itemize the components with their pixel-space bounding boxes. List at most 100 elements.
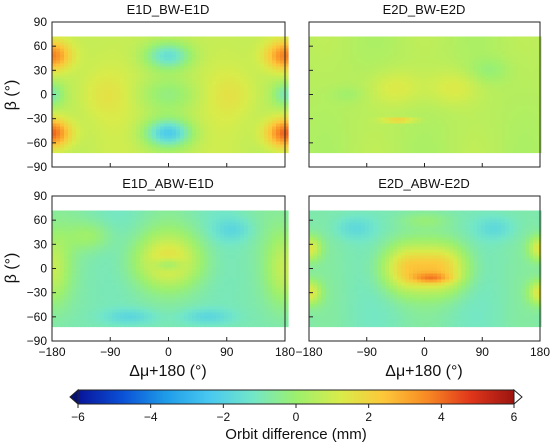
heatmap-cell [276,36,281,41]
heatmap-cell [453,132,458,137]
heatmap-cell [128,72,133,77]
heatmap-cell [485,102,490,107]
heatmap-cell [268,90,273,95]
heatmap-cell [128,39,133,44]
heatmap-cell [321,105,326,110]
heatmap-cell [268,114,273,119]
heatmap-cell [473,108,478,113]
heatmap-cell [248,105,253,110]
heatmap-cell [176,210,181,215]
heatmap-cell [369,117,374,122]
heatmap-cell [184,72,189,77]
heatmap-cell [445,39,450,44]
heatmap-cell [521,129,526,134]
heatmap-cell [409,96,414,101]
heatmap-cell [212,141,217,146]
heatmap-cell [160,75,165,80]
heatmap-cell [389,135,394,140]
heatmap-cell [100,90,105,95]
heatmap-cell [112,135,117,140]
heatmap-cell [108,42,113,47]
heatmap-cell [200,66,205,71]
heatmap-cell [453,66,458,71]
heatmap-cell [140,48,145,53]
heatmap-cell [429,60,434,65]
heatmap-cell [224,126,229,131]
heatmap-cell [397,141,402,146]
heatmap-cell [437,117,442,122]
heatmap-cell [252,108,257,113]
heatmap-cell [260,132,265,137]
heatmap-cell [188,222,193,227]
heatmap-cell [156,114,161,119]
heatmap-cell [204,213,209,218]
heatmap-cell [421,141,426,146]
heatmap-cell [68,78,73,83]
heatmap-cell [373,54,378,59]
heatmap-cell [473,39,478,44]
heatmap-cell [397,117,402,122]
heatmap-cell [357,108,362,113]
heatmap-cell [200,69,205,74]
heatmap-cell [216,111,221,116]
heatmap-cell [192,42,197,47]
heatmap-cell [381,138,386,143]
heatmap-cell [92,138,97,143]
heatmap-cell [132,84,137,89]
heatmap-cell [204,99,209,104]
heatmap-cell [537,102,542,107]
heatmap-cell [309,105,314,110]
heatmap-cell [228,87,233,92]
heatmap-cell [236,54,241,59]
heatmap-cell [268,60,273,65]
heatmap-cell [188,48,193,53]
heatmap-cell [228,114,233,119]
heatmap-cell [457,42,462,47]
heatmap-cell [413,129,418,134]
heatmap-cell [148,96,153,101]
heatmap-cell [497,45,502,50]
heatmap-cell [489,123,494,128]
heatmap-cell [172,132,177,137]
heatmap-cell [136,144,141,149]
heatmap-cell [469,123,474,128]
heatmap-cell [180,81,185,86]
heatmap-cell [389,72,394,77]
heatmap-cell [284,78,289,83]
heatmap-cell [337,90,342,95]
heatmap-cell [76,150,81,154]
heatmap-cell [325,117,330,122]
heatmap-cell [381,84,386,89]
heatmap-cell [68,210,73,215]
heatmap-cell [485,123,490,128]
heatmap-cell [349,90,354,95]
heatmap-cell [377,108,382,113]
heatmap-cell [309,66,314,71]
heatmap-cell [421,102,426,107]
heatmap-cell [417,42,422,47]
heatmap-cell [200,57,205,62]
heatmap-cell [389,69,394,74]
heatmap-cell [228,45,233,50]
heatmap-cell [401,51,406,56]
heatmap-cell [361,81,366,86]
heatmap-cell [361,99,366,104]
heatmap-cell [172,222,177,227]
heatmap-cell [144,120,149,125]
heatmap-cell [445,114,450,119]
heatmap-cell [485,69,490,74]
heatmap-cell [433,57,438,62]
heatmap-cell [385,36,390,41]
heatmap-cell [224,60,229,65]
heatmap-cell [176,111,181,116]
heatmap-cell [437,39,442,44]
heatmap-cell [248,54,253,59]
heatmap-cell [365,135,370,140]
heatmap-cell [140,69,145,74]
heatmap-cell [317,87,322,92]
heatmap-cell [397,54,402,59]
heatmap-cell [485,60,490,65]
heatmap-cell [148,72,153,77]
heatmap-cell [489,120,494,125]
heatmap-cell [385,54,390,59]
